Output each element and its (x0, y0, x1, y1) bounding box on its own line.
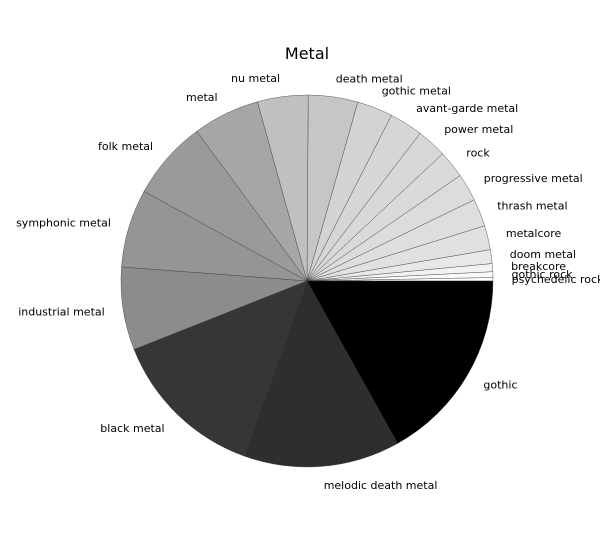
pie-slice-melodic-death-metal (243, 280, 398, 468)
pie-label-breakcore: breakcore (511, 260, 566, 273)
pie-label-nu-metal: nu metal (231, 72, 280, 85)
pie-label-black-metal: black metal (100, 422, 164, 435)
chart-title: Metal (285, 44, 329, 63)
pie-label-gothic-metal: gothic metal (382, 85, 451, 98)
pie-label-gothic: gothic (483, 379, 517, 392)
pie-label-psychedelic-rock: psychedelic rock (512, 273, 600, 286)
pie-label-metalcore: metalcore (506, 227, 562, 240)
pie-label-folk-metal: folk metal (98, 140, 153, 153)
pie-slice-black-metal (133, 280, 308, 457)
pie-label-avant-garde-metal: avant-garde metal (416, 102, 518, 115)
pie-label-gothic-rock: gothic rock (512, 268, 574, 281)
pie-label-industrial-metal: industrial metal (18, 306, 105, 319)
pie-label-thrash-metal: thrash metal (497, 200, 567, 213)
pie-label-power-metal: power metal (444, 123, 513, 136)
pie-label-doom-metal: doom metal (510, 248, 576, 261)
pie-slice-gothic (306, 280, 494, 444)
pie-label-progressive-metal: progressive metal (484, 172, 583, 185)
pie-label-symphonic-metal: symphonic metal (16, 217, 111, 230)
pie-label-rock: rock (466, 147, 490, 160)
pie-slices (120, 94, 494, 468)
pie-label-melodic-death-metal: melodic death metal (324, 479, 438, 492)
pie-label-death-metal: death metal (336, 72, 403, 85)
pie-label-metal: metal (186, 91, 218, 104)
